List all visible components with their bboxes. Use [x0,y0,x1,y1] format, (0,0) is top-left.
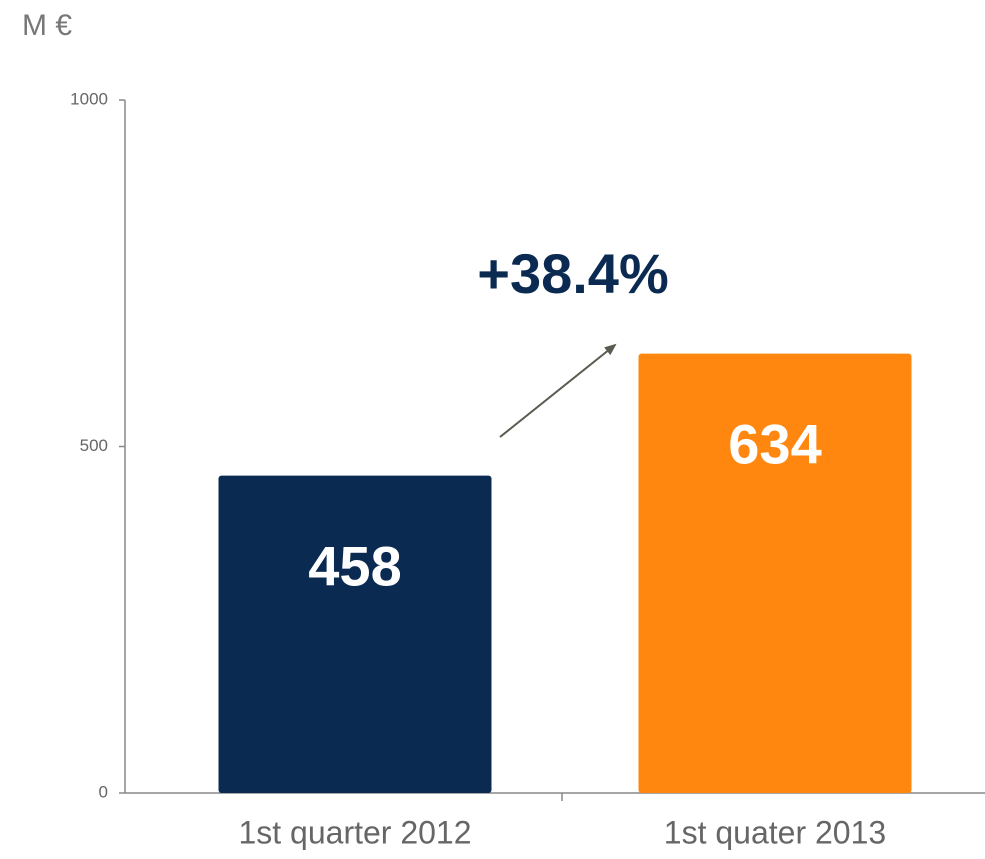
value-label: 634 [728,412,821,475]
bar [218,475,492,793]
growth-arrow [499,343,617,438]
y-tick-label: 500 [80,436,108,455]
bar [638,353,912,793]
annotation: +38.4% [477,242,669,305]
y-axis-label: M € [22,9,72,42]
value-label: 458 [308,534,401,597]
x-tick-label: 1st quarter 2012 [238,814,471,850]
x-tick-label: 1st quater 2013 [664,814,886,850]
y-tick-label: 0 [99,782,108,801]
y-tick-label: 1000 [70,89,108,108]
